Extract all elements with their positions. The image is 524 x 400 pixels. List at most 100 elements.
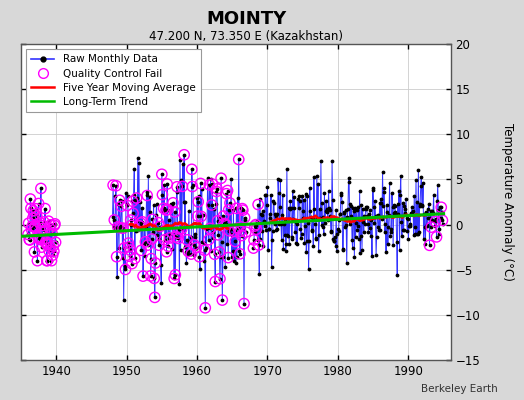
- Point: [41, 239, 50, 245]
- Point: [164, 243, 172, 250]
- Point: [124, 240, 133, 246]
- Point: [149, 229, 157, 236]
- Point: [128, 260, 136, 267]
- Point: [325, 207, 334, 214]
- Point: [399, 226, 407, 233]
- Point: [242, 229, 250, 235]
- Point: [162, 248, 171, 255]
- Point: [195, 254, 204, 260]
- Point: [203, 225, 211, 232]
- Point: [51, 239, 60, 246]
- Point: [231, 238, 239, 245]
- Point: [295, 192, 303, 199]
- Point: [162, 248, 171, 255]
- Point: [164, 243, 172, 250]
- Point: [335, 211, 344, 218]
- Point: [129, 210, 137, 216]
- Point: [178, 183, 187, 190]
- Point: [311, 235, 320, 242]
- Point: [304, 220, 312, 227]
- Point: [192, 244, 201, 251]
- Point: [228, 226, 236, 232]
- Point: [30, 249, 39, 255]
- Point: [398, 200, 407, 206]
- Point: [208, 181, 216, 187]
- Point: [255, 242, 263, 248]
- Point: [291, 228, 299, 235]
- Point: [36, 236, 44, 242]
- Point: [43, 257, 51, 264]
- Point: [178, 226, 186, 232]
- Point: [120, 245, 128, 251]
- Point: [281, 248, 290, 254]
- Point: [403, 228, 411, 234]
- Point: [171, 272, 180, 278]
- Point: [136, 198, 144, 205]
- Text: Berkeley Earth: Berkeley Earth: [421, 384, 498, 394]
- Point: [278, 212, 286, 218]
- Point: [187, 233, 195, 240]
- Point: [391, 203, 399, 209]
- Point: [179, 161, 187, 168]
- Text: 47.200 N, 73.350 E (Kazakhstan): 47.200 N, 73.350 E (Kazakhstan): [149, 30, 343, 43]
- Point: [144, 242, 152, 248]
- Point: [413, 199, 421, 205]
- Point: [429, 210, 437, 216]
- Point: [320, 190, 329, 196]
- Point: [121, 266, 129, 273]
- Point: [40, 219, 48, 225]
- Point: [196, 180, 205, 187]
- Point: [347, 203, 356, 209]
- Point: [28, 223, 36, 230]
- Point: [259, 208, 268, 214]
- Point: [367, 233, 375, 239]
- Point: [125, 244, 133, 250]
- Point: [196, 266, 204, 272]
- Point: [235, 156, 243, 163]
- Point: [320, 230, 328, 237]
- Point: [312, 236, 320, 242]
- Point: [288, 236, 297, 242]
- Point: [343, 260, 351, 266]
- Point: [176, 157, 184, 163]
- Point: [31, 224, 40, 230]
- Point: [205, 182, 214, 188]
- Point: [309, 215, 317, 221]
- Point: [240, 300, 248, 307]
- Point: [389, 241, 397, 248]
- Point: [119, 297, 128, 304]
- Point: [133, 195, 141, 201]
- Point: [252, 222, 260, 228]
- Point: [281, 216, 289, 222]
- Point: [163, 206, 172, 213]
- Point: [313, 173, 321, 179]
- Point: [261, 192, 269, 198]
- Point: [419, 236, 428, 243]
- Point: [183, 251, 192, 257]
- Point: [438, 217, 446, 224]
- Point: [190, 242, 198, 248]
- Point: [150, 275, 158, 282]
- Point: [348, 236, 356, 243]
- Point: [177, 176, 185, 183]
- Point: [239, 224, 248, 231]
- Point: [428, 208, 436, 214]
- Point: [402, 196, 410, 202]
- Point: [32, 206, 40, 212]
- Point: [30, 249, 39, 255]
- Point: [50, 222, 59, 229]
- Point: [313, 215, 322, 222]
- Point: [40, 227, 49, 234]
- Point: [363, 213, 372, 220]
- Point: [401, 206, 409, 213]
- Point: [140, 253, 149, 259]
- Point: [34, 234, 42, 240]
- Point: [150, 294, 159, 300]
- Point: [188, 183, 196, 190]
- Point: [287, 234, 296, 240]
- Point: [394, 211, 402, 218]
- Point: [225, 228, 234, 234]
- Point: [280, 221, 288, 227]
- Point: [180, 152, 188, 158]
- Point: [35, 200, 43, 207]
